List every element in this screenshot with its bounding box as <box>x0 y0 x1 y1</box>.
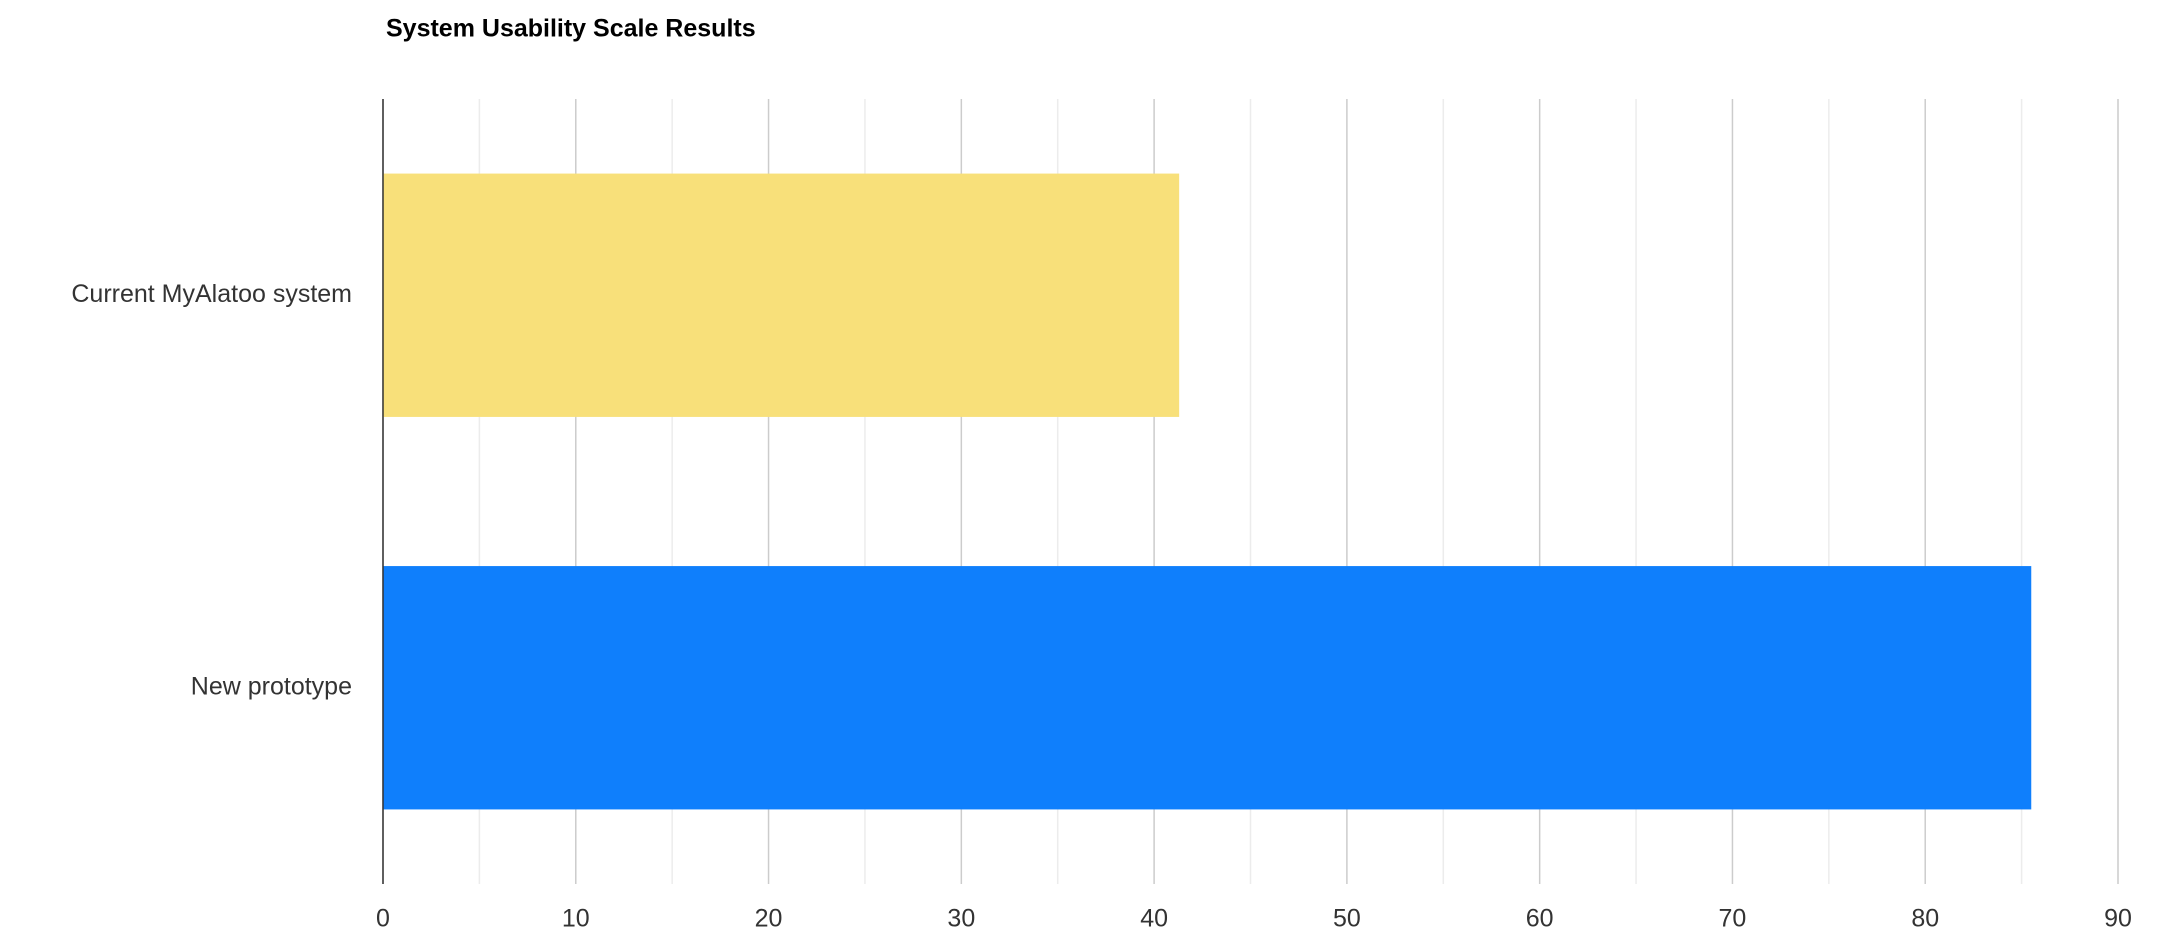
x-tick-label: 20 <box>755 905 783 933</box>
x-tick-label: 90 <box>2104 905 2132 933</box>
bar <box>383 566 2032 810</box>
x-tick-label: 10 <box>562 905 590 933</box>
x-tick-label: 60 <box>1526 905 1554 933</box>
x-tick-label: 0 <box>376 905 390 933</box>
chart-title: System Usability Scale Results <box>386 15 756 43</box>
bar <box>383 173 1180 417</box>
y-tick-label: New prototype <box>191 672 352 700</box>
x-tick-label: 40 <box>1140 905 1168 933</box>
x-tick-label: 50 <box>1333 905 1361 933</box>
x-tick-label: 30 <box>947 905 975 933</box>
x-tick-label: 70 <box>1719 905 1747 933</box>
y-tick-label: Current MyAlatoo system <box>71 280 352 308</box>
x-tick-label: 80 <box>1911 905 1939 933</box>
